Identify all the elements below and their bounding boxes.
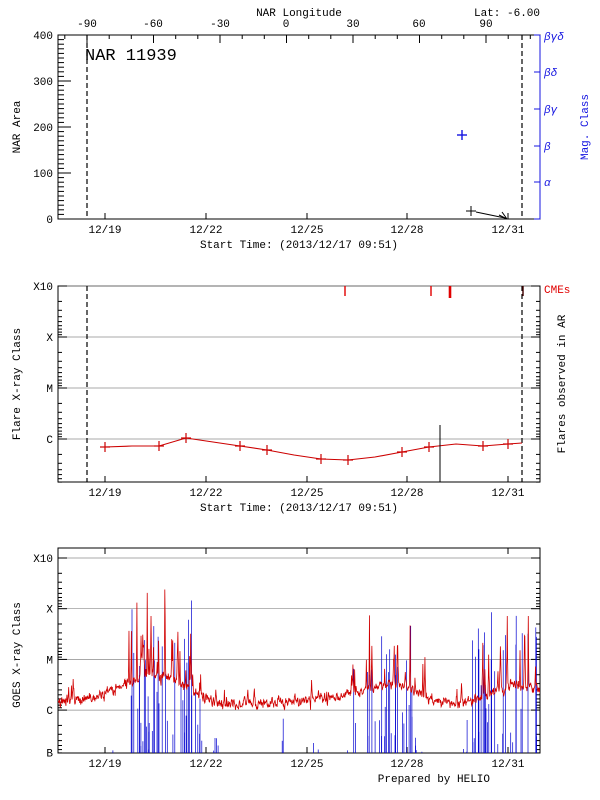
svg-text:60: 60 bbox=[412, 19, 425, 31]
svg-text:12/19: 12/19 bbox=[88, 488, 121, 500]
svg-text:0: 0 bbox=[283, 19, 290, 31]
svg-text:12/22: 12/22 bbox=[189, 759, 222, 771]
svg-text:βδ: βδ bbox=[543, 68, 558, 80]
svg-text:Start Time: (2013/12/17 09:51): Start Time: (2013/12/17 09:51) bbox=[200, 240, 398, 252]
svg-text:B: B bbox=[46, 749, 53, 761]
svg-text:βγ: βγ bbox=[543, 105, 558, 117]
svg-text:12/25: 12/25 bbox=[290, 488, 323, 500]
svg-text:Flares observed in AR: Flares observed in AR bbox=[557, 314, 569, 453]
svg-text:Start Time: (2013/12/17 09:51): Start Time: (2013/12/17 09:51) bbox=[200, 503, 398, 515]
svg-text:12/25: 12/25 bbox=[290, 759, 323, 771]
svg-text:200: 200 bbox=[33, 123, 53, 135]
svg-text:Lat: -6.00: Lat: -6.00 bbox=[474, 8, 540, 20]
svg-text:12/19: 12/19 bbox=[88, 225, 121, 237]
svg-text:-60: -60 bbox=[143, 19, 163, 31]
svg-text:M: M bbox=[46, 384, 53, 396]
svg-text:C: C bbox=[46, 706, 53, 718]
svg-text:X: X bbox=[46, 605, 53, 617]
svg-text:12/25: 12/25 bbox=[290, 225, 323, 237]
svg-text:90: 90 bbox=[479, 19, 492, 31]
svg-text:12/28: 12/28 bbox=[390, 225, 423, 237]
svg-text:X: X bbox=[46, 333, 53, 345]
svg-text:NAR Longitude: NAR Longitude bbox=[256, 8, 342, 20]
svg-text:12/22: 12/22 bbox=[189, 488, 222, 500]
svg-text:400: 400 bbox=[33, 31, 53, 43]
svg-text:Prepared by HELIO: Prepared by HELIO bbox=[378, 774, 491, 786]
svg-text:30: 30 bbox=[346, 19, 359, 31]
svg-text:12/31: 12/31 bbox=[491, 225, 524, 237]
svg-text:0: 0 bbox=[46, 215, 53, 227]
svg-text:300: 300 bbox=[33, 77, 53, 89]
svg-text:Mag. Class: Mag. Class bbox=[580, 94, 592, 160]
svg-text:C: C bbox=[46, 435, 53, 447]
svg-text:12/28: 12/28 bbox=[390, 488, 423, 500]
svg-text:β: β bbox=[543, 142, 551, 154]
svg-text:12/19: 12/19 bbox=[88, 759, 121, 771]
svg-text:M: M bbox=[46, 655, 53, 667]
svg-text:α: α bbox=[544, 178, 551, 190]
svg-text:-90: -90 bbox=[77, 19, 97, 31]
svg-text:NAR Area: NAR Area bbox=[12, 100, 24, 153]
svg-text:12/31: 12/31 bbox=[491, 759, 524, 771]
svg-text:X10: X10 bbox=[33, 554, 53, 566]
svg-text:Flare X-ray Class: Flare X-ray Class bbox=[12, 328, 24, 440]
svg-text:12/22: 12/22 bbox=[189, 225, 222, 237]
svg-text:CMEs: CMEs bbox=[544, 285, 570, 297]
svg-text:12/31: 12/31 bbox=[491, 488, 524, 500]
svg-text:100: 100 bbox=[33, 169, 53, 181]
svg-text:X10: X10 bbox=[33, 282, 53, 294]
svg-text:12/28: 12/28 bbox=[390, 759, 423, 771]
svg-text:-30: -30 bbox=[210, 19, 230, 31]
svg-text:NAR 11939: NAR 11939 bbox=[85, 47, 177, 66]
svg-text:GOES X-ray Class: GOES X-ray Class bbox=[12, 602, 24, 708]
svg-text:βγδ: βγδ bbox=[543, 32, 564, 44]
